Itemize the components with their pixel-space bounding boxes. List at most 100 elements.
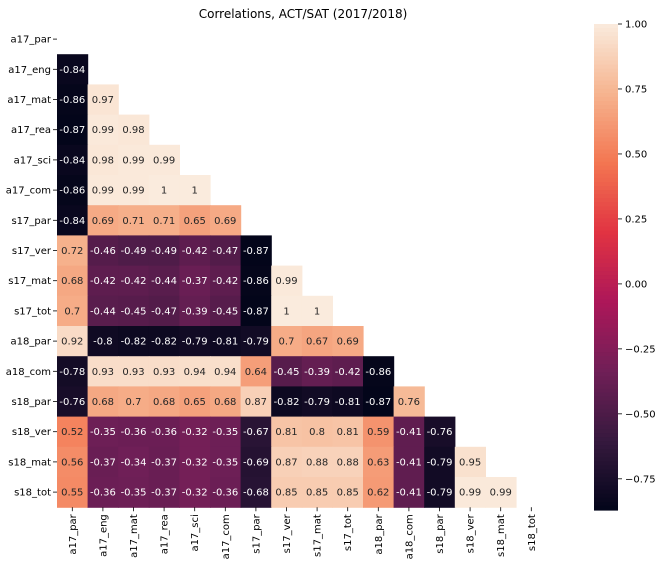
colorbar-segment [594, 258, 618, 264]
heatmap-cell [87, 265, 119, 297]
colorbar-segment [594, 287, 618, 292]
colorbar-segment [594, 303, 618, 309]
cell-value-label: 1 [314, 306, 320, 317]
cell-value-label: 0.7 [279, 337, 295, 348]
cell-value-label: -0.78 [59, 367, 85, 378]
colorbar-segment [594, 202, 618, 207]
cell-value-label: 0.93 [92, 367, 114, 378]
colorbar-segment [594, 96, 618, 102]
cell-value-label: -0.79 [427, 457, 453, 468]
cell-value-label: 1 [161, 186, 167, 197]
heatmap-cell [179, 265, 211, 297]
heatmap-cell [210, 295, 242, 327]
heatmap-cell [271, 416, 303, 448]
colorbar-segment [594, 445, 618, 450]
y-tick-label: s17_par [11, 216, 51, 227]
colorbar-segment [594, 360, 618, 365]
colorbar-segment [594, 396, 618, 402]
cell-value-label: -0.35 [212, 457, 238, 468]
heatmap-cell [240, 295, 272, 327]
heatmap-cell [240, 386, 272, 418]
x-tick-label: s17_mat [313, 514, 324, 557]
colorbar-segment [594, 364, 618, 369]
cell-value-label: 0.71 [153, 216, 175, 227]
heatmap-cell [148, 235, 180, 267]
colorbar-segment [594, 153, 618, 159]
x-tick-label: a18_par [374, 513, 385, 554]
colorbar-segment [594, 44, 618, 49]
colorbar-segment [594, 319, 618, 325]
colorbar-segment [594, 177, 618, 183]
heatmap-cell [454, 477, 486, 508]
cell-value-label: 0.76 [398, 397, 420, 408]
y-tick-label: s18_mat [8, 457, 51, 468]
chart-title: Correlations, ACT/SAT (2017/2018) [199, 7, 408, 21]
cell-value-label: 0.99 [459, 488, 481, 499]
heatmap-cell [210, 386, 242, 418]
colorbar-segment [594, 477, 618, 483]
colorbar-segment [594, 60, 618, 66]
cell-value-label: 0.87 [275, 457, 297, 468]
colorbar-segment [594, 68, 618, 74]
heatmap-cell [240, 235, 272, 267]
cell-value-label: -0.67 [243, 427, 269, 438]
colorbar-tick-label: 1.00 [625, 20, 647, 31]
cell-value-label: -0.79 [304, 397, 330, 408]
colorbar-segment [594, 186, 618, 191]
cell-value-label: -0.79 [427, 488, 453, 499]
cell-value-label: 0.7 [64, 306, 80, 317]
colorbar-segment [594, 501, 618, 507]
heatmap-cell [57, 446, 89, 478]
colorbar-segment [594, 194, 618, 199]
heatmap-cell [87, 386, 119, 418]
cell-value-label: 0.93 [153, 367, 175, 378]
heatmap-cell [424, 446, 456, 478]
colorbar-segment [594, 149, 618, 155]
colorbar-segment [594, 88, 618, 94]
cell-value-label: 0.69 [337, 337, 359, 348]
cell-value-label: 0.95 [459, 457, 481, 468]
heatmap-cell [57, 205, 89, 236]
colorbar-segment [594, 64, 618, 70]
heatmap-cells: -0.84 -0.86 0.97 -0.87 0.99 0.98 -0.84 0.98 0.99… [57, 54, 517, 508]
colorbar-tick-label: 0.25 [625, 214, 647, 225]
cell-value-label: -0.42 [212, 276, 238, 287]
colorbar-tick-label: 0.75 [625, 84, 647, 95]
heatmap-cell [118, 416, 150, 448]
cell-value-label: 0.65 [184, 397, 206, 408]
y-tick-label: a17_sci [14, 155, 51, 166]
colorbar-segment [594, 380, 618, 386]
heatmap-cell [332, 356, 364, 387]
heatmap-cell [179, 416, 211, 448]
colorbar-segment [594, 400, 618, 406]
cell-value-label: -0.47 [151, 306, 177, 317]
heatmap-cell [57, 477, 89, 508]
colorbar-segment [594, 254, 618, 260]
colorbar-segment [594, 76, 618, 82]
heatmap-cell [393, 386, 425, 418]
cell-value-label: -0.68 [243, 488, 269, 499]
heatmap-cell [179, 356, 211, 387]
colorbar-segment [594, 473, 618, 479]
colorbar-tick-label: −0.75 [625, 474, 656, 485]
cell-value-label: -0.42 [121, 276, 147, 287]
cell-value-label: -0.44 [90, 306, 116, 317]
heatmap-cell [118, 265, 150, 297]
colorbar-segment [594, 72, 618, 78]
colorbar-segment [594, 230, 618, 236]
cell-value-label: 0.99 [92, 125, 114, 136]
cell-value-label: -0.41 [396, 457, 422, 468]
heatmap-cell [271, 386, 303, 418]
heatmap-cell [118, 446, 150, 478]
x-tick-label: s17_ver [282, 513, 293, 553]
cell-value-label: -0.86 [365, 367, 391, 378]
cell-value-label: 0.88 [306, 457, 328, 468]
colorbar-segment [594, 218, 618, 224]
cell-value-label: -0.39 [182, 306, 208, 317]
colorbar-segment [594, 222, 618, 228]
cell-value-label: -0.32 [182, 488, 208, 499]
colorbar-segment [594, 481, 618, 487]
colorbar-segment [594, 52, 618, 57]
colorbar-segment [594, 145, 618, 151]
